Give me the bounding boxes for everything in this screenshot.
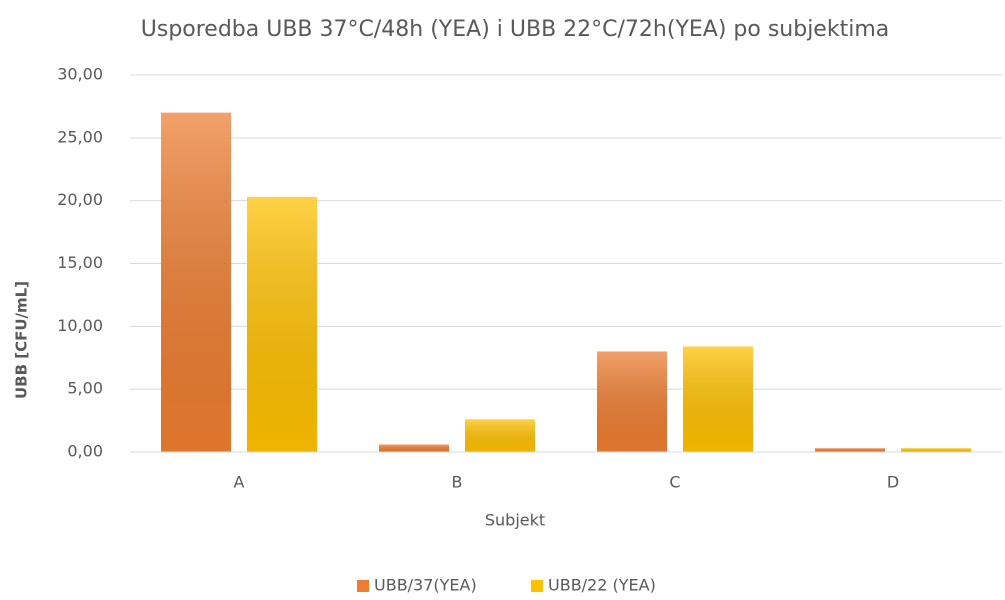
chart-title: Usporedba UBB 37°C/48h (YEA) i UBB 22°C/… — [141, 17, 889, 42]
x-axis-label: Subjekt — [485, 511, 545, 530]
bar — [161, 112, 231, 452]
y-tick-label: 25,00 — [57, 127, 103, 146]
y-tick-label: 10,00 — [57, 316, 103, 335]
bar — [379, 444, 449, 452]
bar — [247, 196, 317, 452]
y-tick-label: 20,00 — [57, 190, 103, 209]
legend-label: UBB/22 (YEA) — [548, 576, 656, 595]
bar — [815, 448, 885, 452]
legend-label: UBB/37(YEA) — [374, 576, 477, 595]
y-axis-label: UBB [CFU/mL] — [13, 281, 31, 399]
bar — [901, 448, 971, 452]
bar — [683, 346, 753, 452]
y-tick-label: 5,00 — [67, 379, 103, 398]
y-tick-label: 30,00 — [57, 65, 103, 84]
x-tick-label: C — [669, 473, 680, 492]
x-tick-label: A — [234, 473, 245, 492]
legend-swatch — [531, 580, 543, 592]
bar — [465, 419, 535, 452]
x-tick-label: B — [452, 473, 463, 492]
x-tick-label: D — [887, 473, 899, 492]
bar — [597, 351, 667, 452]
legend-swatch — [357, 580, 369, 592]
y-tick-label: 0,00 — [67, 442, 103, 461]
y-tick-label: 15,00 — [57, 253, 103, 272]
